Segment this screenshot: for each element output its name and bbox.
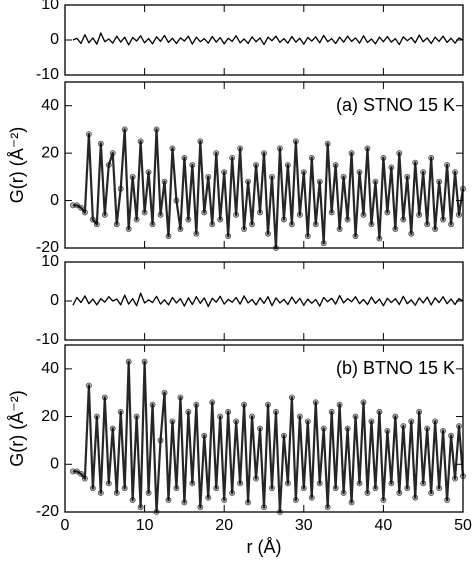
y-axis-label: G(r) (Å⁻²) — [7, 127, 27, 203]
data-line — [72, 360, 465, 514]
x-tick-label: 10 — [136, 517, 154, 534]
x-tick-label: 40 — [375, 517, 393, 534]
y-tick-label: 40 — [41, 360, 59, 377]
y-tick-label: 10 — [41, 253, 59, 270]
annotation: (b) BTNO 15 K — [336, 358, 455, 378]
plot-frame — [64, 261, 464, 341]
plot-frame — [64, 81, 464, 249]
annotation: (a) STNO 15 K — [336, 95, 455, 115]
x-axis-label: r (Å) — [247, 537, 282, 557]
data-line — [72, 128, 465, 250]
x-tick-label: 0 — [61, 517, 70, 534]
x-tick-label: 30 — [295, 517, 313, 534]
y-tick-label: -10 — [36, 331, 59, 348]
x-tick-label: 20 — [215, 517, 233, 534]
data-line — [72, 292, 464, 308]
y-tick-label: 0 — [50, 31, 59, 48]
y-tick-label: -20 — [36, 239, 59, 256]
y-axis-label: G(r) (Å⁻²) — [7, 390, 27, 466]
data-line — [72, 32, 464, 46]
y-tick-label: -20 — [36, 503, 59, 520]
y-tick-label: 20 — [41, 408, 59, 425]
plot-frame — [64, 4, 464, 76]
x-tick-label: 50 — [454, 517, 472, 534]
y-tick-label: 0 — [50, 192, 59, 209]
y-tick-label: 0 — [50, 456, 59, 473]
y-tick-label: 10 — [41, 0, 59, 13]
y-tick-label: 40 — [41, 97, 59, 114]
y-tick-label: -10 — [36, 66, 59, 83]
y-tick-label: 20 — [41, 144, 59, 161]
y-tick-label: 0 — [50, 292, 59, 309]
plot-frame — [64, 344, 464, 513]
